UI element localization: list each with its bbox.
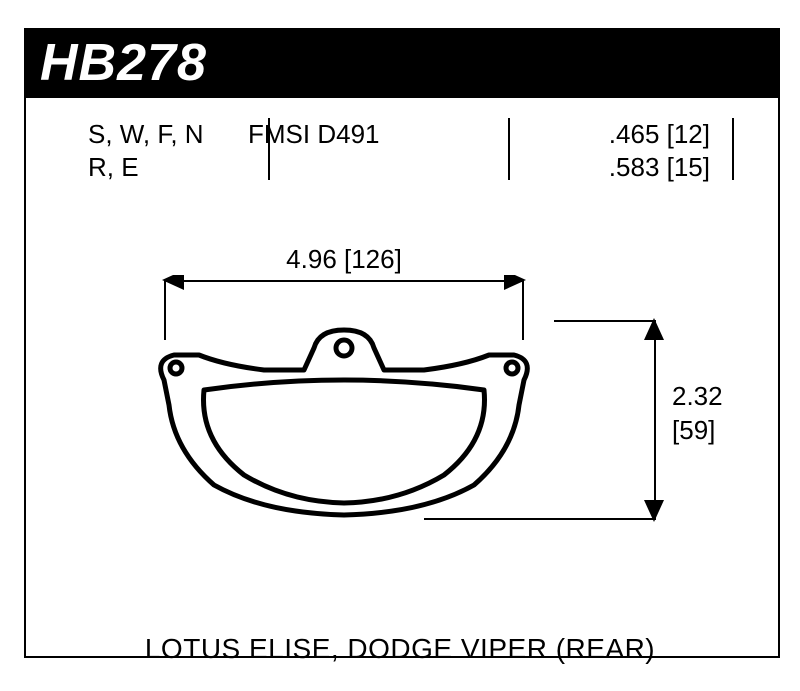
thickness-column: .465 [12] .583 [15]: [460, 118, 760, 188]
thickness-1: .465 [12]: [460, 118, 710, 151]
compounds-column: S, W, F, N R, E: [40, 118, 230, 188]
width-dimension: 4.96 [126]: [164, 250, 524, 310]
brake-pad-outline: [124, 320, 564, 520]
fmsi-code: FMSI D491: [248, 118, 460, 151]
diagram-area: 4.96 [126] 2.32 [59]: [24, 230, 780, 610]
separator-1: [268, 118, 270, 180]
separator-3: [732, 118, 734, 180]
height-dimension: 2.32 [59]: [624, 320, 764, 520]
thickness-2: .583 [15]: [460, 151, 710, 184]
height-ext-top: [554, 320, 654, 322]
height-ext-bottom: [424, 518, 654, 520]
height-dim-line: [654, 320, 656, 520]
width-value: 4.96 [126]: [276, 244, 412, 274]
separator-2: [508, 118, 510, 180]
compounds-line2: R, E: [88, 151, 230, 184]
compounds-line1: S, W, F, N: [88, 118, 230, 151]
caption: LOTUS ELISE, DODGE VIPER (REAR): [0, 633, 800, 665]
part-number: HB278: [40, 33, 207, 93]
width-label: 4.96 [126]: [164, 244, 524, 275]
height-label: 2.32 [59]: [672, 380, 723, 448]
height-mm: [59]: [672, 414, 723, 448]
header-bar: HB278: [24, 28, 780, 98]
height-in: 2.32: [672, 380, 723, 414]
spec-row: S, W, F, N R, E FMSI D491 .465 [12] .583…: [40, 118, 760, 188]
fmsi-column: FMSI D491: [230, 118, 460, 188]
width-dim-line: [164, 280, 524, 282]
